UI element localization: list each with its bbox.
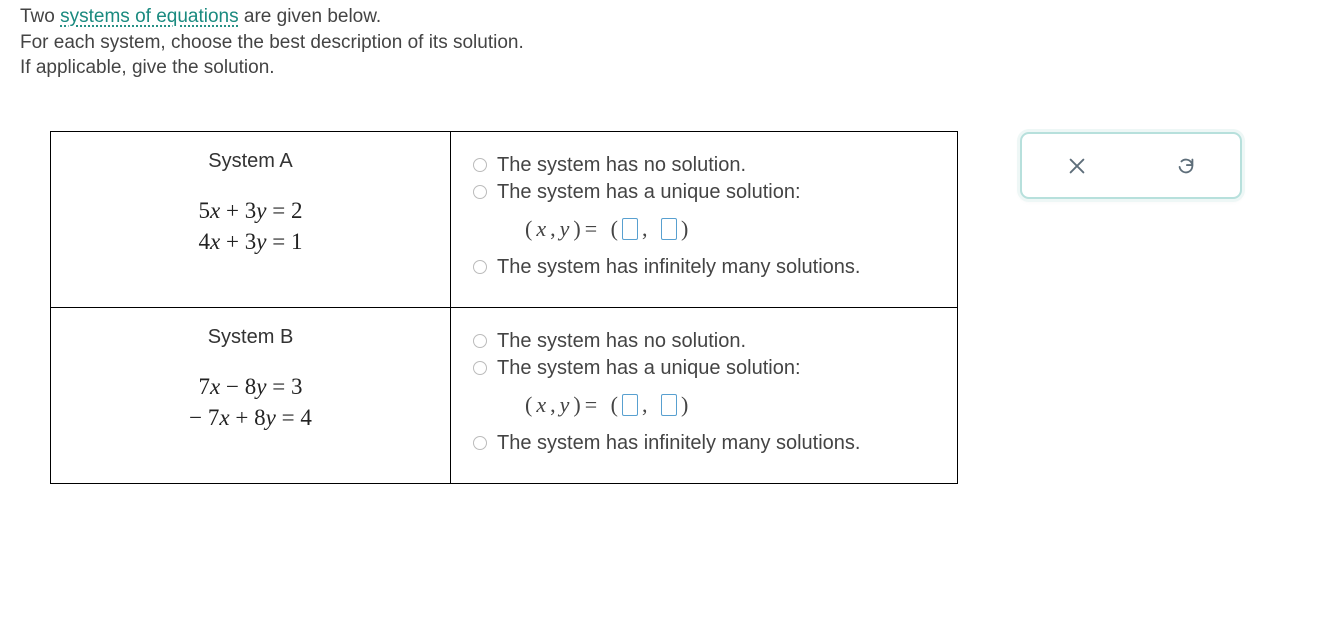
radio-a-no-solution[interactable]: [473, 158, 487, 172]
systems-table: System A 5x + 3y = 2 4x + 3y = 1 The sys…: [50, 131, 958, 484]
option-label: The system has a unique solution:: [497, 357, 801, 380]
instr-line2: For each system, choose the best descrip…: [20, 30, 1326, 56]
close-icon[interactable]: [1064, 153, 1090, 179]
system-b-equations: 7x − 8y = 3 − 7x + 8y = 4: [73, 371, 428, 433]
instr-line1-after: are given below.: [239, 6, 382, 27]
system-b-options: The system has no solution. The system h…: [451, 307, 958, 483]
system-a-cell: System A 5x + 3y = 2 4x + 3y = 1: [51, 131, 451, 307]
instr-line3: If applicable, give the solution.: [20, 55, 1326, 81]
input-a-y[interactable]: [661, 218, 677, 240]
radio-a-unique[interactable]: [473, 185, 487, 199]
input-b-x[interactable]: [622, 394, 638, 416]
option-label: The system has no solution.: [497, 154, 746, 177]
table-row: System A 5x + 3y = 2 4x + 3y = 1 The sys…: [51, 131, 958, 307]
systems-of-equations-link[interactable]: systems of equations: [60, 6, 238, 27]
instructions: Two systems of equations are given below…: [0, 0, 1336, 81]
radio-b-unique[interactable]: [473, 361, 487, 375]
option-label: The system has infinitely many solutions…: [497, 432, 861, 455]
reset-icon[interactable]: [1173, 153, 1199, 179]
system-a-solution-input: (x , y) = (, ): [525, 216, 935, 242]
radio-b-infinite[interactable]: [473, 436, 487, 450]
system-a-name: System A: [73, 150, 428, 173]
system-b-name: System B: [73, 326, 428, 349]
control-panel: [1020, 132, 1242, 199]
system-a-equations: 5x + 3y = 2 4x + 3y = 1: [73, 195, 428, 257]
option-label: The system has infinitely many solutions…: [497, 256, 861, 279]
table-row: System B 7x − 8y = 3 − 7x + 8y = 4 The s…: [51, 307, 958, 483]
radio-b-no-solution[interactable]: [473, 334, 487, 348]
system-b-cell: System B 7x − 8y = 3 − 7x + 8y = 4: [51, 307, 451, 483]
radio-a-infinite[interactable]: [473, 260, 487, 274]
system-b-solution-input: (x , y) = (, ): [525, 392, 935, 418]
input-a-x[interactable]: [622, 218, 638, 240]
input-b-y[interactable]: [661, 394, 677, 416]
instr-line1-before: Two: [20, 6, 60, 27]
option-label: The system has a unique solution:: [497, 181, 801, 204]
option-label: The system has no solution.: [497, 330, 746, 353]
system-a-options: The system has no solution. The system h…: [451, 131, 958, 307]
